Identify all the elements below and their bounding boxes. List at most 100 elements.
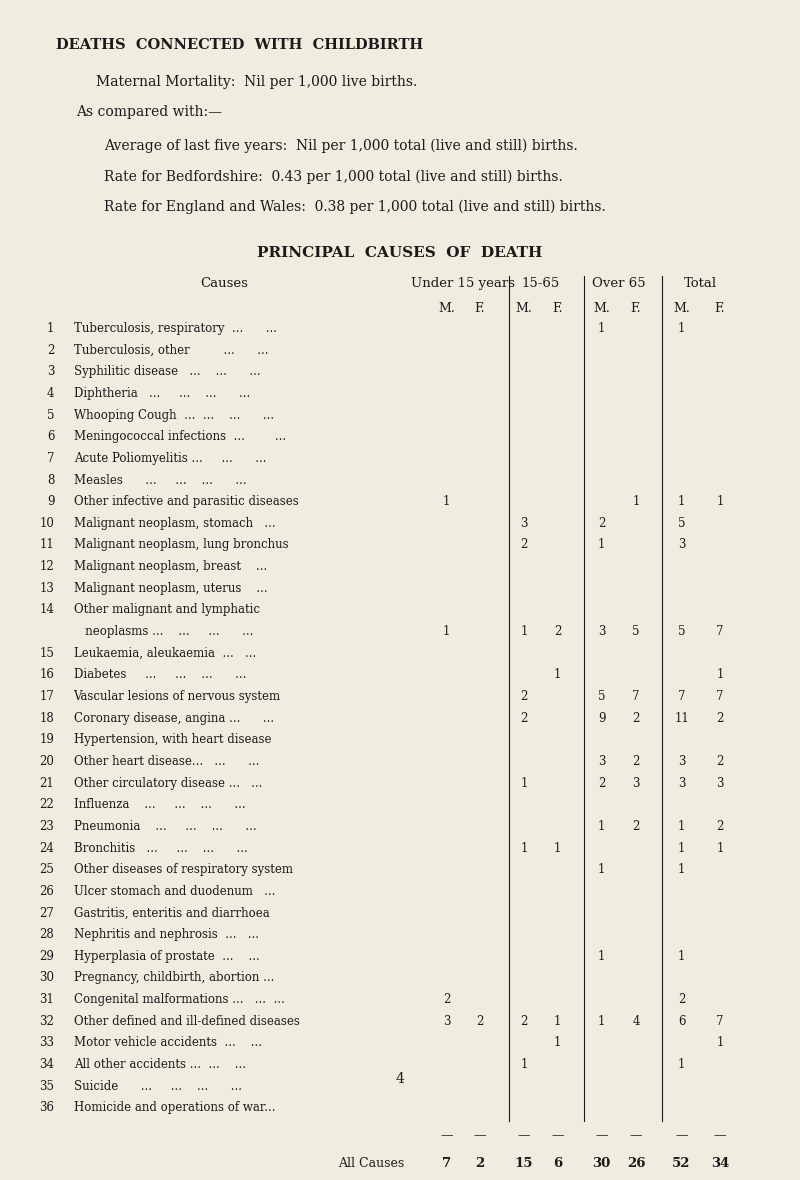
Text: Malignant neoplasm, uterus    ...: Malignant neoplasm, uterus ... [74, 582, 267, 595]
Text: 7: 7 [632, 690, 640, 703]
Text: —: — [474, 1129, 486, 1142]
Text: Gastritis, enteritis and diarrhoea: Gastritis, enteritis and diarrhoea [74, 906, 270, 919]
Text: 1: 1 [554, 668, 562, 681]
Text: 26: 26 [626, 1158, 646, 1171]
Text: All other accidents ...  ...    ...: All other accidents ... ... ... [74, 1058, 246, 1071]
Text: 13: 13 [39, 582, 54, 595]
Text: 8: 8 [47, 473, 54, 486]
Text: 1: 1 [520, 841, 528, 854]
Text: 11: 11 [674, 712, 689, 725]
Text: 31: 31 [39, 994, 54, 1007]
Text: Over 65: Over 65 [591, 277, 646, 290]
Text: 1: 1 [520, 776, 528, 789]
Text: Malignant neoplasm, breast    ...: Malignant neoplasm, breast ... [74, 560, 267, 573]
Text: 1: 1 [520, 1058, 528, 1071]
Text: F.: F. [474, 302, 486, 315]
Text: 12: 12 [40, 560, 54, 573]
Text: 2: 2 [716, 755, 724, 768]
Text: Rate for Bedfordshire:  0.43 per 1,000 total (live and still) births.: Rate for Bedfordshire: 0.43 per 1,000 to… [104, 169, 562, 184]
Text: 27: 27 [39, 906, 54, 919]
Text: 30: 30 [39, 971, 54, 984]
Text: Whooping Cough  ...  ...    ...      ...: Whooping Cough ... ... ... ... [74, 408, 274, 421]
Text: neoplasms ...    ...     ...      ...: neoplasms ... ... ... ... [74, 625, 253, 638]
Text: 1: 1 [442, 625, 450, 638]
Text: 1: 1 [632, 496, 640, 509]
Text: Bronchitis   ...     ...    ...      ...: Bronchitis ... ... ... ... [74, 841, 247, 854]
Text: 2: 2 [598, 776, 606, 789]
Text: Leukaemia, aleukaemia  ...   ...: Leukaemia, aleukaemia ... ... [74, 647, 256, 660]
Text: 1: 1 [47, 322, 54, 335]
Text: 1: 1 [598, 1015, 606, 1028]
Text: Coronary disease, angina ...      ...: Coronary disease, angina ... ... [74, 712, 274, 725]
Text: DEATHS  CONNECTED  WITH  CHILDBIRTH: DEATHS CONNECTED WITH CHILDBIRTH [56, 39, 423, 52]
Text: 6: 6 [678, 1015, 686, 1028]
Text: 25: 25 [39, 864, 54, 877]
Text: 35: 35 [39, 1080, 54, 1093]
Text: 1: 1 [554, 841, 562, 854]
Text: 2: 2 [520, 690, 528, 703]
Text: 3: 3 [678, 776, 686, 789]
Text: 2: 2 [716, 820, 724, 833]
Text: All Causes: All Causes [338, 1158, 404, 1171]
Text: —: — [440, 1129, 453, 1142]
Text: 2: 2 [716, 712, 724, 725]
Text: Diabetes     ...     ...    ...      ...: Diabetes ... ... ... ... [74, 668, 246, 681]
Text: Other malignant and lymphatic: Other malignant and lymphatic [74, 603, 259, 616]
Text: Nephritis and nephrosis  ...   ...: Nephritis and nephrosis ... ... [74, 929, 258, 942]
Text: 1: 1 [598, 322, 606, 335]
Text: 7: 7 [716, 1015, 724, 1028]
Text: 4: 4 [47, 387, 54, 400]
Text: 3: 3 [716, 776, 724, 789]
Text: 34: 34 [39, 1058, 54, 1071]
Text: 4: 4 [395, 1071, 405, 1086]
Text: Vascular lesions of nervous system: Vascular lesions of nervous system [74, 690, 281, 703]
Text: 1: 1 [716, 668, 724, 681]
Text: Average of last five years:  Nil per 1,000 total (live and still) births.: Average of last five years: Nil per 1,00… [104, 138, 578, 153]
Text: 15: 15 [514, 1158, 534, 1171]
Text: Homicide and operations of war...: Homicide and operations of war... [74, 1101, 275, 1114]
Text: Maternal Mortality:  Nil per 1,000 live births.: Maternal Mortality: Nil per 1,000 live b… [96, 74, 418, 88]
Text: 5: 5 [47, 408, 54, 421]
Text: 52: 52 [672, 1158, 691, 1171]
Text: Other circulatory disease ...   ...: Other circulatory disease ... ... [74, 776, 262, 789]
Text: —: — [551, 1129, 564, 1142]
Text: 1: 1 [678, 841, 686, 854]
Text: —: — [595, 1129, 608, 1142]
Text: Under 15 years: Under 15 years [411, 277, 515, 290]
Text: 1: 1 [678, 1058, 686, 1071]
Text: 1: 1 [678, 820, 686, 833]
Text: M.: M. [438, 302, 454, 315]
Text: 23: 23 [39, 820, 54, 833]
Text: 36: 36 [39, 1101, 54, 1114]
Text: 2: 2 [554, 625, 562, 638]
Text: M.: M. [594, 302, 610, 315]
Text: 2: 2 [47, 343, 54, 356]
Text: 7: 7 [442, 1158, 451, 1171]
Text: Malignant neoplasm, stomach   ...: Malignant neoplasm, stomach ... [74, 517, 275, 530]
Text: 32: 32 [39, 1015, 54, 1028]
Text: 3: 3 [678, 755, 686, 768]
Text: —: — [714, 1129, 726, 1142]
Text: 1: 1 [716, 496, 724, 509]
Text: PRINCIPAL  CAUSES  OF  DEATH: PRINCIPAL CAUSES OF DEATH [258, 247, 542, 260]
Text: Pregnancy, childbirth, abortion ...: Pregnancy, childbirth, abortion ... [74, 971, 274, 984]
Text: Acute Poliomyelitis ...     ...      ...: Acute Poliomyelitis ... ... ... [74, 452, 266, 465]
Text: Other diseases of respiratory system: Other diseases of respiratory system [74, 864, 293, 877]
Text: 2: 2 [520, 712, 528, 725]
Text: Measles      ...     ...    ...      ...: Measles ... ... ... ... [74, 473, 246, 486]
Text: Other infective and parasitic diseases: Other infective and parasitic diseases [74, 496, 298, 509]
Text: 5: 5 [678, 517, 686, 530]
Text: 14: 14 [39, 603, 54, 616]
Text: 2: 2 [678, 994, 686, 1007]
Text: 5: 5 [632, 625, 640, 638]
Text: 15-65: 15-65 [522, 277, 560, 290]
Text: Tuberculosis, respiratory  ...      ...: Tuberculosis, respiratory ... ... [74, 322, 277, 335]
Text: F.: F. [714, 302, 726, 315]
Text: Congenital malformations ...   ...  ...: Congenital malformations ... ... ... [74, 994, 284, 1007]
Text: 1: 1 [678, 864, 686, 877]
Text: 1: 1 [554, 1015, 562, 1028]
Text: F.: F. [630, 302, 642, 315]
Text: 20: 20 [39, 755, 54, 768]
Text: 5: 5 [678, 625, 686, 638]
Text: 3: 3 [678, 538, 686, 551]
